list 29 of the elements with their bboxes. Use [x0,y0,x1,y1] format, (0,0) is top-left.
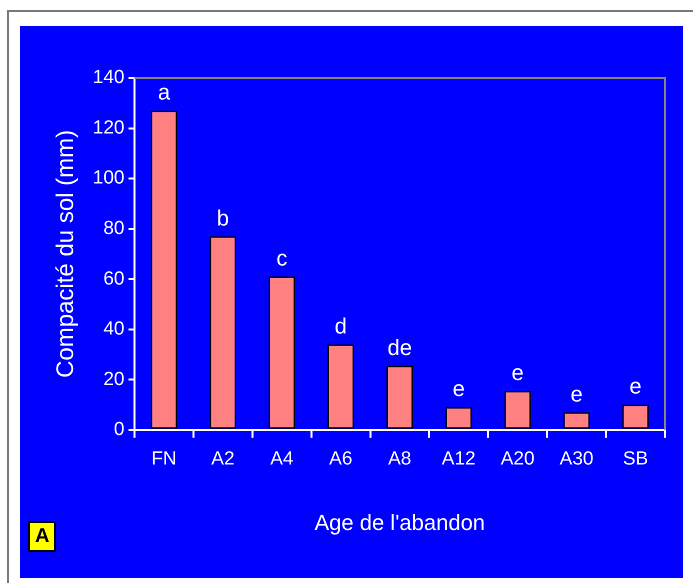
y-tick-label: 40 [103,318,124,340]
x-tick-label: A4 [270,448,294,470]
annotation: e [570,381,583,406]
annotation: d [334,313,347,338]
annotation: e [629,374,642,399]
y-axis-title: Compacité du sol (mm) [52,130,80,378]
annotation: e [452,376,465,402]
y-tick-label: 120 [92,117,124,138]
x-axis-title: Age de l'abandon [314,510,486,535]
x-tick-label: A6 [329,448,352,470]
y-tick-label: 60 [103,268,124,290]
y-tick-label: 0 [114,419,124,440]
x-tick-label: A8 [388,448,412,470]
x-tick-label: A2 [211,448,235,470]
y-tick-label: 100 [92,168,124,189]
x-tick-label: A12 [442,448,476,470]
x-tick-label: SB [622,448,648,470]
x-tick-label: FN [151,448,177,470]
annotation: b [216,205,230,230]
x-tick-label: A20 [500,448,535,470]
y-tick-label: 140 [92,67,124,88]
annotation: e [512,360,524,385]
text: A [28,521,56,552]
annotation: a [158,80,171,105]
y-tick-label: 80 [103,218,124,240]
y-tick-label: 20 [103,368,124,390]
annotation: c [276,246,288,271]
x-tick-label: A30 [560,448,594,470]
annotation: de [388,334,412,360]
